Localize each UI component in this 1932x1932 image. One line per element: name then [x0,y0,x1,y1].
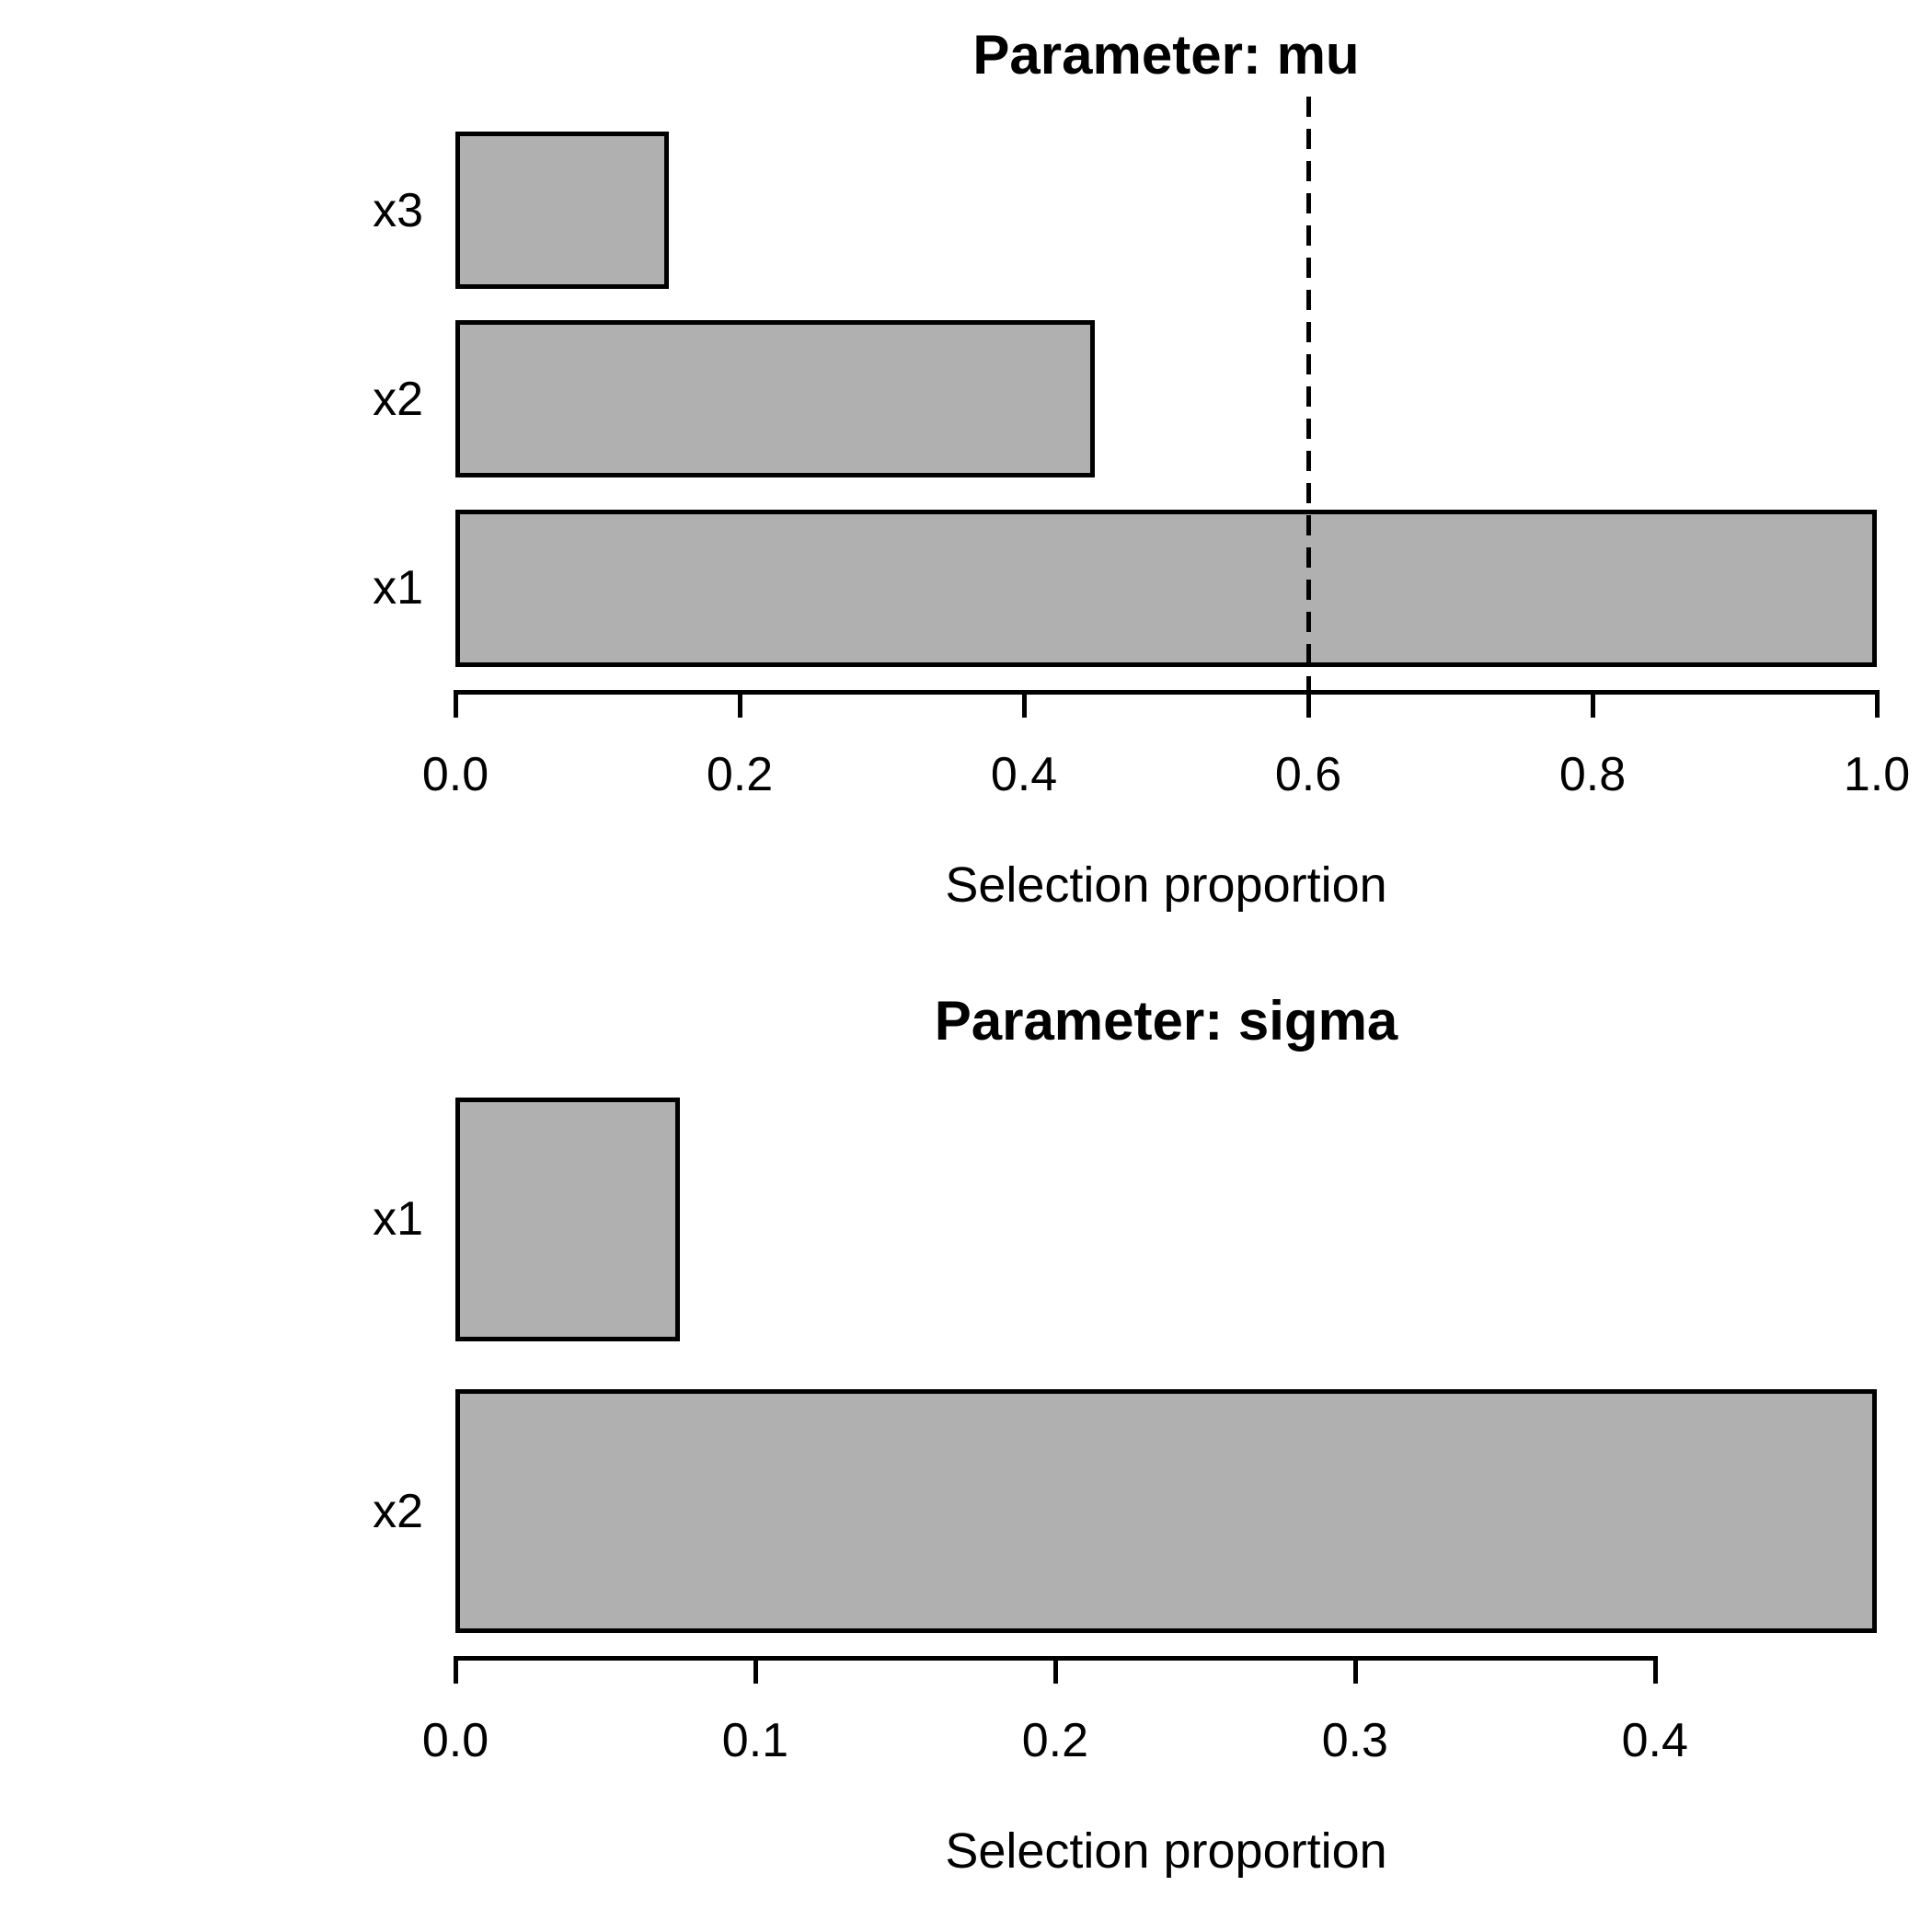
x-tick-label: 0.4 [1621,1714,1688,1767]
category-label: x2 [373,1485,423,1538]
x-tick-label: 1.0 [1843,748,1911,801]
bar-x3 [455,132,669,289]
x-axis-tick [454,1656,458,1684]
x-tick-label: 0.0 [421,748,489,801]
chart-panel-sigma: Parameter: sigma 0.0 0.1 0.2 0.3 0.4 Selection… [0,966,1932,1932]
x-axis-tick [1022,690,1027,718]
x-axis-tick [738,690,742,718]
x-tick-label: 0.0 [421,1714,489,1767]
x-axis-tick [1652,1656,1658,1684]
category-label: x3 [373,184,423,237]
bar-x2 [455,1389,1877,1633]
plot-area: 0.0 0.2 0.4 0.6 0.8 1.0 Selection proportion [422,92,1910,913]
x-tick-label: 0.1 [721,1714,789,1767]
x-tick-label: 0.2 [1021,1714,1089,1767]
x-axis-line [455,690,1877,695]
category-label: x1 [373,561,423,615]
x-axis-tick [1352,1656,1358,1684]
x-tick-label: 0.3 [1321,1714,1388,1767]
chart-title: Parameter: sigma [934,990,1398,1052]
chart-panel-mu: Parameter: mu 0.0 0.2 0.4 0.6 0.8 1.0 Selection… [373,24,1910,913]
x-axis-title: Selection proportion [945,1823,1387,1879]
chart-title: Parameter: mu [972,24,1360,86]
x-axis-tick [454,690,458,718]
bar-x2 [455,320,1096,477]
threshold-dashed-line [1306,97,1311,690]
x-tick-label: 0.8 [1558,748,1627,801]
x-tick-label: 0.2 [706,748,774,801]
x-axis-tick [1306,690,1311,718]
x-axis-tick [753,1656,758,1684]
bar-x1 [455,1098,681,1341]
bar-x1 [455,510,1877,667]
category-label: x2 [373,373,423,426]
x-axis-title: Selection proportion [945,857,1387,913]
x-tick-label: 0.6 [1274,748,1342,801]
x-axis-tick [1591,690,1595,718]
x-tick-label: 0.4 [990,748,1058,801]
category-label: x1 [373,1192,423,1246]
x-axis-tick [1052,1656,1058,1684]
plot-area: 0.0 0.1 0.2 0.3 0.4 Selection proportion [422,1058,1877,1879]
x-axis-tick [1875,690,1880,718]
